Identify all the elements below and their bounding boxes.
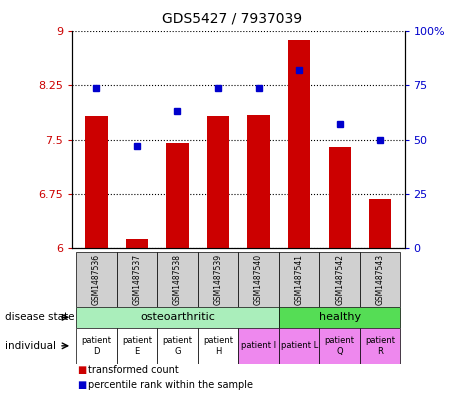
Text: patient I: patient I xyxy=(241,342,276,350)
Bar xyxy=(369,199,392,248)
Bar xyxy=(76,252,117,307)
Text: patient
E: patient E xyxy=(122,336,152,356)
Bar xyxy=(198,328,239,364)
Bar xyxy=(198,252,239,307)
Text: GDS5427 / 7937039: GDS5427 / 7937039 xyxy=(162,12,303,26)
Text: transformed count: transformed count xyxy=(88,365,179,375)
Text: GSM1487538: GSM1487538 xyxy=(173,253,182,305)
Bar xyxy=(166,143,189,248)
Bar xyxy=(247,115,270,248)
Bar xyxy=(126,239,148,248)
Bar xyxy=(207,116,229,248)
Text: osteoarthritic: osteoarthritic xyxy=(140,312,215,322)
Text: patient
H: patient H xyxy=(203,336,233,356)
Text: GSM1487537: GSM1487537 xyxy=(133,253,141,305)
Text: GSM1487543: GSM1487543 xyxy=(376,253,385,305)
Bar xyxy=(76,328,117,364)
Bar xyxy=(76,307,279,328)
Bar xyxy=(157,328,198,364)
Text: GSM1487536: GSM1487536 xyxy=(92,253,101,305)
Text: ■: ■ xyxy=(77,380,86,390)
Bar xyxy=(239,252,279,307)
Text: healthy: healthy xyxy=(319,312,361,322)
Bar xyxy=(360,252,400,307)
Text: GSM1487540: GSM1487540 xyxy=(254,253,263,305)
Bar xyxy=(360,328,400,364)
Text: patient
D: patient D xyxy=(81,336,112,356)
Text: GSM1487542: GSM1487542 xyxy=(335,253,344,305)
Bar xyxy=(85,116,107,248)
Bar xyxy=(319,252,360,307)
Bar xyxy=(117,252,157,307)
Text: patient L: patient L xyxy=(280,342,318,350)
Text: GSM1487539: GSM1487539 xyxy=(213,253,223,305)
Bar xyxy=(279,328,319,364)
Bar xyxy=(157,252,198,307)
Text: ■: ■ xyxy=(77,365,86,375)
Bar xyxy=(117,328,157,364)
Bar xyxy=(239,328,279,364)
Bar xyxy=(279,252,319,307)
Text: disease state: disease state xyxy=(5,312,74,322)
Text: percentile rank within the sample: percentile rank within the sample xyxy=(88,380,253,390)
Bar xyxy=(288,40,310,248)
Text: GSM1487541: GSM1487541 xyxy=(295,253,304,305)
Text: individual: individual xyxy=(5,341,56,351)
Bar xyxy=(329,147,351,248)
Text: patient
R: patient R xyxy=(365,336,395,356)
Bar xyxy=(279,307,400,328)
Text: patient
Q: patient Q xyxy=(325,336,355,356)
Text: patient
G: patient G xyxy=(162,336,193,356)
Bar xyxy=(319,328,360,364)
